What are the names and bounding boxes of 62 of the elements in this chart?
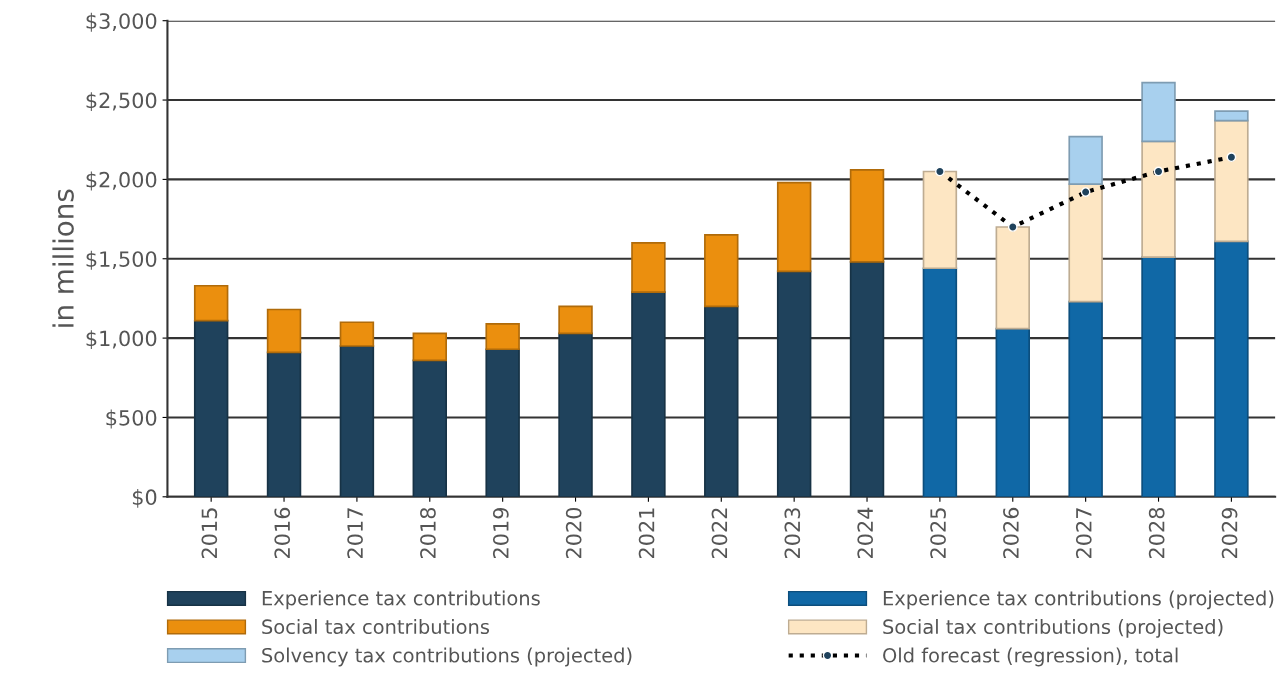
x-tick-label: 2021 xyxy=(638,508,655,559)
bar xyxy=(1068,135,1103,185)
bar xyxy=(849,261,885,497)
bar xyxy=(558,305,593,335)
bar xyxy=(1068,183,1103,303)
y-tick-label: $1,000 xyxy=(86,330,157,350)
x-tick-label: 2027 xyxy=(1075,508,1092,559)
bar xyxy=(193,319,229,497)
x-tick-label: 2025 xyxy=(930,508,946,559)
y-tick-label: $0 xyxy=(132,488,157,508)
bar xyxy=(1214,119,1249,243)
bar xyxy=(922,267,958,497)
x-tick-label: 2022 xyxy=(711,508,728,559)
bar xyxy=(631,291,666,497)
legend-label: Solvency tax contributions (projected) xyxy=(262,647,632,667)
bar xyxy=(339,321,375,347)
y-tick-label: $2,000 xyxy=(86,171,157,191)
legend-label: Experience tax contributions xyxy=(262,590,540,610)
bar xyxy=(704,234,739,308)
bar xyxy=(485,322,520,351)
bar xyxy=(266,351,302,497)
y-tick-label: $1,500 xyxy=(86,250,157,270)
bar xyxy=(1141,140,1176,258)
bar xyxy=(1068,300,1103,497)
x-tick-label: 2017 xyxy=(347,508,363,559)
bar xyxy=(776,181,812,273)
bar xyxy=(631,242,666,293)
y-tick-label: $500 xyxy=(106,409,157,429)
bar xyxy=(1214,110,1249,122)
bar xyxy=(995,226,1031,330)
y-tick-label: $2,500 xyxy=(86,92,157,112)
bar xyxy=(266,308,302,354)
bar xyxy=(1141,81,1176,143)
bar xyxy=(1214,240,1249,497)
x-tick-label: 2028 xyxy=(1148,507,1165,559)
bar xyxy=(485,348,520,497)
bar xyxy=(193,284,229,322)
bar xyxy=(558,332,593,497)
y-axis-title: in millions xyxy=(52,189,74,327)
x-tick-label: 2029 xyxy=(1221,507,1238,559)
bar xyxy=(995,327,1031,497)
y-tick-label: $3,000 xyxy=(86,12,157,32)
legend-label: Social tax contributions (projected) xyxy=(883,619,1223,638)
x-tick-label: 2019 xyxy=(492,507,509,559)
legend-label: Experience tax contributions (projected) xyxy=(883,590,1274,610)
x-tick-label: 2023 xyxy=(784,508,801,559)
legend-label: Old forecast (regression), total xyxy=(883,647,1178,667)
legend-label: Social tax contributions xyxy=(262,619,490,635)
bar xyxy=(412,332,448,362)
bar xyxy=(412,359,448,497)
bar xyxy=(704,305,739,497)
x-tick-label: 2016 xyxy=(274,507,291,559)
bar xyxy=(776,270,812,497)
bar xyxy=(849,169,885,263)
x-tick-label: 2026 xyxy=(1003,507,1019,559)
x-tick-label: 2024 xyxy=(857,507,874,559)
bar xyxy=(339,345,375,497)
bar xyxy=(1141,256,1176,497)
bar xyxy=(922,170,958,270)
x-tick-label: 2018 xyxy=(420,507,436,559)
x-tick-label: 2020 xyxy=(565,507,582,559)
x-tick-label: 2015 xyxy=(201,508,218,559)
